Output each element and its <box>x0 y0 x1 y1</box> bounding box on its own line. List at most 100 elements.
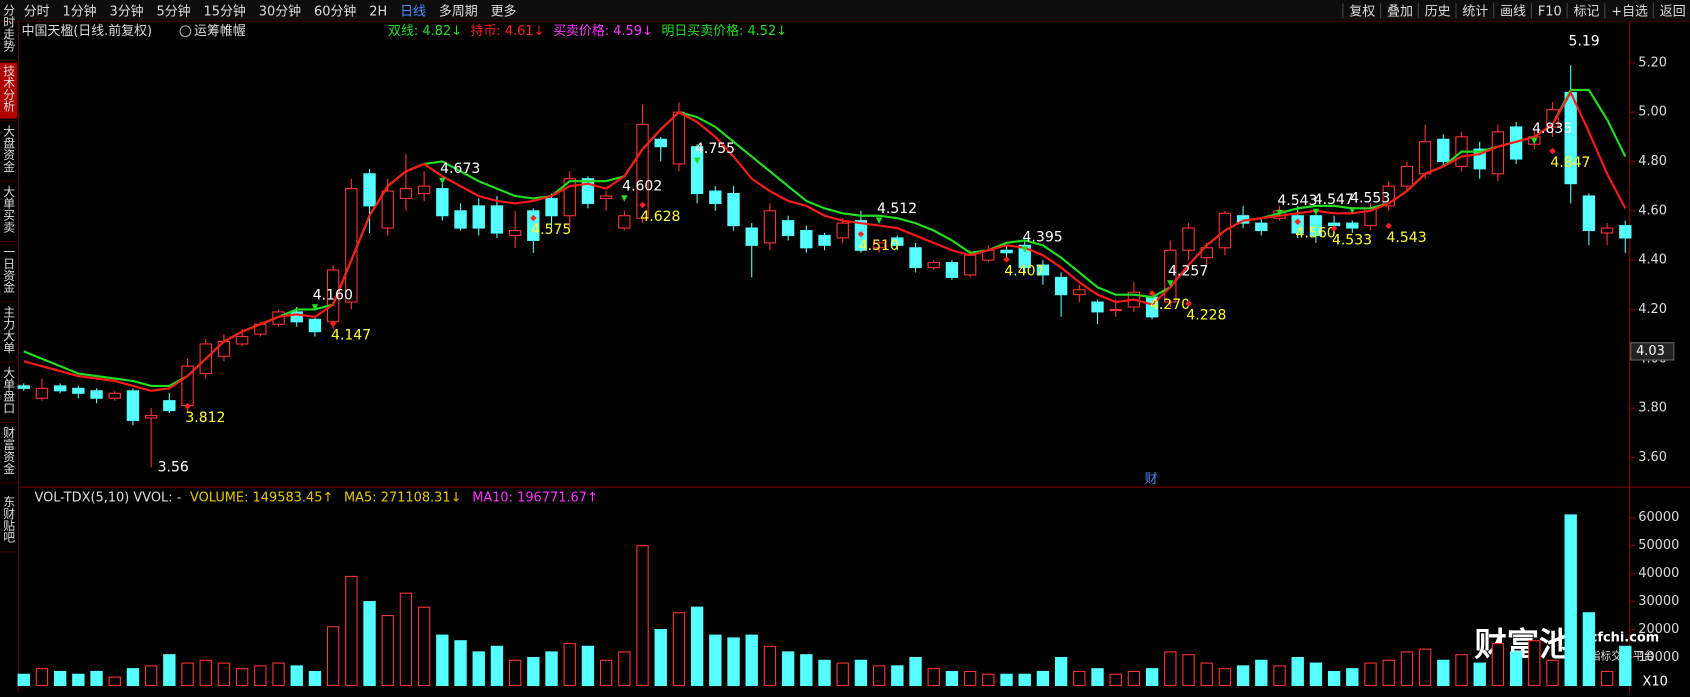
sidebar-tab[interactable]: 技术分析 <box>2 65 16 113</box>
y-tick-label: 4.40 <box>1638 253 1667 268</box>
candle-body <box>490 205 504 234</box>
indicator-value: 持币: 4.61↓ <box>471 24 545 39</box>
sidebar-tab[interactable]: 大单买卖 <box>2 185 16 234</box>
volume-bar <box>1509 651 1523 686</box>
candle-body <box>1054 276 1068 296</box>
period-tab[interactable]: 60分钟 <box>314 3 356 19</box>
price-annotation: 4.543 <box>1277 193 1317 209</box>
candle-body <box>709 190 722 204</box>
sell-marker <box>1021 246 1028 253</box>
sell-marker <box>1312 208 1320 216</box>
period-tab[interactable]: 多周期 <box>439 4 478 19</box>
candle-body <box>1018 244 1031 269</box>
volume-bar <box>1073 670 1086 686</box>
buy-marker <box>857 230 865 238</box>
tool-button[interactable]: +自选 <box>1611 4 1648 19</box>
period-tab[interactable]: 15分钟 <box>204 3 246 19</box>
volume-bar <box>90 670 103 686</box>
buy-marker <box>530 214 537 222</box>
indicator-icon[interactable] <box>179 25 192 38</box>
tool-button[interactable]: 叠加 <box>1387 4 1413 19</box>
candle-body <box>290 311 303 323</box>
volume-bar <box>800 654 813 686</box>
price-annotation: 3.56 <box>158 459 189 475</box>
volume-bar <box>1036 670 1050 686</box>
candle-body <box>672 111 686 165</box>
tool-button[interactable]: 历史 <box>1425 4 1451 19</box>
sidebar-tab[interactable]: 一日资金 <box>2 246 16 293</box>
price-annotation: 4.553 <box>1350 191 1390 207</box>
period-tab[interactable]: 5分钟 <box>157 3 191 19</box>
tool-button[interactable]: 标记 <box>1574 4 1600 19</box>
period-tab[interactable]: 日线 <box>400 4 426 19</box>
sidebar-tab[interactable]: 东财贴吧 <box>2 496 16 543</box>
candle-body <box>527 210 540 241</box>
candle-body <box>545 197 558 217</box>
tool-button[interactable]: 返回 <box>1660 4 1686 19</box>
indicator-line <box>23 90 1627 392</box>
sidebar-tab[interactable]: 大单盘口 <box>2 366 16 414</box>
period-tab[interactable]: 更多 <box>491 4 517 19</box>
period-tab[interactable]: 1分钟 <box>63 3 97 19</box>
volume-bar <box>53 670 67 686</box>
volume-bar <box>126 668 140 686</box>
volume-bar <box>891 665 904 686</box>
period-tab[interactable]: 2H <box>369 4 387 19</box>
watermark-site: cfchi.com <box>1590 631 1659 646</box>
period-tab[interactable]: 30分钟 <box>259 3 301 19</box>
volume-bar <box>1091 668 1104 686</box>
sidebar-active <box>0 62 18 119</box>
volume-bar <box>618 651 631 686</box>
price-annotation: 4.543 <box>1387 230 1427 246</box>
period-tab[interactable]: 3分钟 <box>110 3 144 19</box>
volume-bar <box>417 606 431 686</box>
volume-bar <box>1619 645 1632 686</box>
tool-button[interactable]: 画线 <box>1500 4 1526 19</box>
event-marker[interactable]: 财 <box>1145 472 1158 487</box>
price-annotation: 4.673 <box>440 161 480 177</box>
volume-bar <box>727 637 740 686</box>
sidebar-tab[interactable]: 主力大单 <box>2 306 16 355</box>
candle-body <box>563 178 576 217</box>
price-annotation: 4.628 <box>640 209 680 225</box>
period-tab[interactable]: 分时 <box>24 4 50 19</box>
candle-body <box>53 385 67 392</box>
volume-bar <box>527 656 540 686</box>
price-annotation: 4.835 <box>1532 121 1572 137</box>
sell-marker <box>311 304 319 311</box>
volume-bar <box>163 654 176 686</box>
candle-body <box>1437 138 1450 163</box>
volume-y-tick-label: 20000 <box>1638 622 1679 637</box>
sidebar-tab[interactable]: 大盘资金 <box>2 124 16 172</box>
price-annotation: 4.512 <box>877 201 917 217</box>
volume-bar <box>1054 656 1068 686</box>
y-tick-label: 3.60 <box>1638 450 1667 465</box>
volume-bar <box>1127 670 1141 686</box>
candle-body <box>690 146 704 195</box>
candle-body <box>654 138 667 148</box>
sidebar-tab[interactable]: 财富资金 <box>2 426 16 474</box>
volume-bar <box>563 642 576 686</box>
volume-bar <box>454 640 467 686</box>
volume-bar <box>1364 662 1377 686</box>
candle-body <box>1109 308 1122 312</box>
sell-marker <box>1167 280 1174 287</box>
volume-bar <box>1000 673 1013 686</box>
candle-body <box>763 210 777 244</box>
candle-body <box>417 185 431 195</box>
tool-button[interactable]: 统计 <box>1462 4 1488 19</box>
candle-body <box>126 390 140 421</box>
volume-bar <box>854 659 868 686</box>
buy-marker <box>1549 147 1556 155</box>
tool-button[interactable]: F10 <box>1538 4 1562 19</box>
buy-marker <box>1003 256 1010 263</box>
buy-marker <box>184 402 191 410</box>
candle-body <box>1619 225 1632 239</box>
indicator-name: 运筹帷幄 <box>194 23 246 39</box>
tool-button[interactable]: 复权 <box>1349 3 1375 19</box>
buy-marker <box>329 320 337 327</box>
y-tick-label: 5.20 <box>1638 55 1667 70</box>
sidebar-tab[interactable]: 分时走势 <box>2 4 16 51</box>
price-annotation: 4.602 <box>622 179 662 195</box>
volume-bar <box>235 668 249 686</box>
